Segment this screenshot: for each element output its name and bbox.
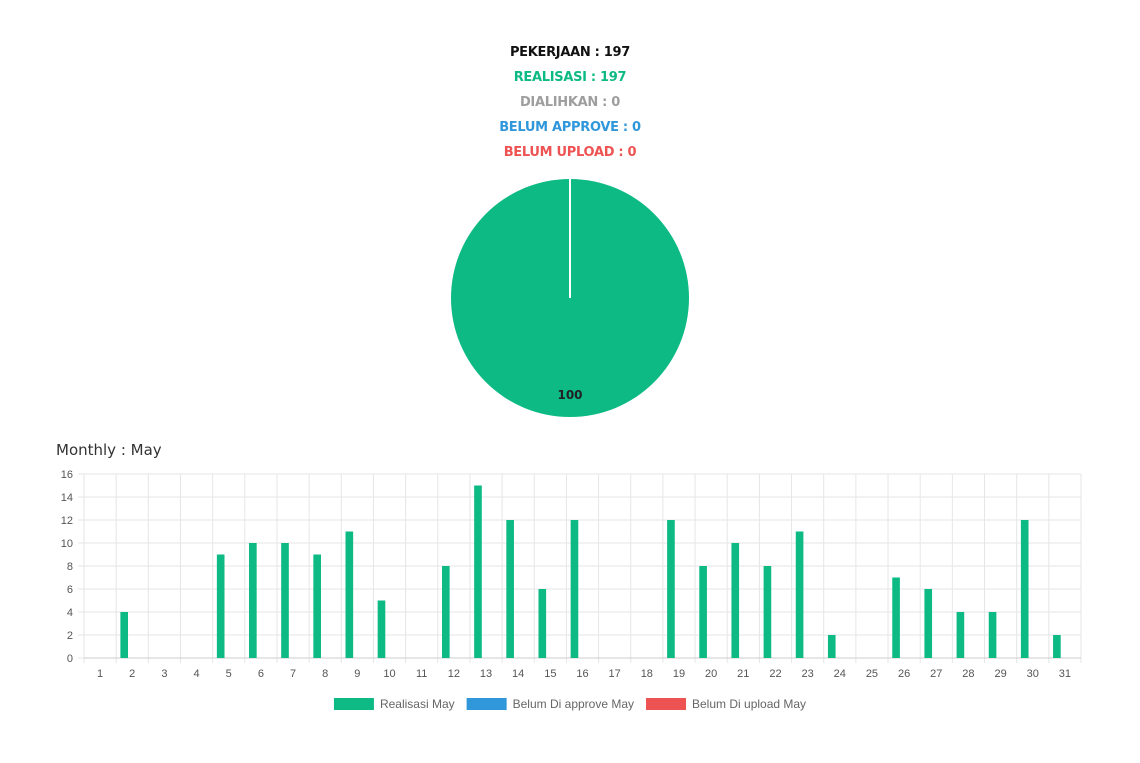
bar[interactable] bbox=[474, 485, 482, 659]
bar[interactable] bbox=[795, 531, 804, 659]
x-tick-label: 22 bbox=[769, 668, 781, 680]
y-tick-label: 0 bbox=[67, 653, 73, 665]
pekerjaan-total: PEKERJAAN : 197 bbox=[509, 45, 631, 60]
bar[interactable] bbox=[313, 554, 321, 659]
y-tick-label: 2 bbox=[67, 630, 73, 642]
y-tick-label: 10 bbox=[61, 538, 73, 550]
belum-upload-total: BELUM UPLOAD : 0 bbox=[503, 145, 637, 160]
x-tick-label: 7 bbox=[290, 668, 296, 680]
x-tick-label: 31 bbox=[1059, 668, 1071, 680]
belum-approve-total: BELUM APPROVE : 0 bbox=[499, 120, 641, 135]
x-tick-label: 15 bbox=[544, 668, 556, 680]
bar[interactable] bbox=[345, 531, 354, 659]
bar[interactable] bbox=[956, 612, 965, 658]
x-tick-label: 24 bbox=[834, 668, 846, 680]
bar[interactable] bbox=[827, 635, 836, 658]
x-tick-label: 12 bbox=[448, 668, 460, 680]
dialihkan-total: DIALIHKAN : 0 bbox=[519, 95, 621, 110]
y-tick-label: 8 bbox=[67, 561, 73, 573]
y-tick-label: 14 bbox=[61, 492, 73, 504]
bar[interactable] bbox=[249, 543, 257, 658]
legend-swatch[interactable] bbox=[333, 698, 374, 710]
x-tick-label: 11 bbox=[416, 668, 427, 680]
x-tick-label: 9 bbox=[354, 668, 360, 680]
bar[interactable] bbox=[506, 520, 514, 658]
pie-chart: 100 bbox=[451, 179, 689, 417]
x-tick-label: 13 bbox=[480, 668, 492, 680]
bar[interactable] bbox=[538, 589, 547, 658]
x-tick-label: 2 bbox=[129, 668, 135, 680]
bar[interactable] bbox=[892, 577, 900, 659]
bar[interactable] bbox=[216, 554, 225, 659]
y-tick-label: 12 bbox=[61, 515, 73, 527]
x-tick-label: 28 bbox=[962, 668, 974, 680]
bar[interactable] bbox=[441, 566, 450, 658]
bar[interactable] bbox=[120, 612, 129, 658]
x-tick-label: 20 bbox=[705, 668, 717, 680]
x-tick-label: 16 bbox=[576, 668, 588, 680]
bar[interactable] bbox=[924, 589, 933, 658]
bar[interactable] bbox=[763, 566, 772, 658]
x-tick-label: 6 bbox=[258, 668, 264, 680]
x-tick-label: 3 bbox=[161, 668, 167, 680]
x-tick-label: 26 bbox=[898, 668, 910, 680]
legend-label[interactable]: Belum Di upload May bbox=[692, 697, 806, 711]
x-tick-label: 25 bbox=[866, 668, 878, 680]
x-tick-label: 8 bbox=[322, 668, 328, 680]
legend-label[interactable]: Realisasi May bbox=[380, 697, 455, 711]
x-tick-label: 4 bbox=[194, 668, 200, 680]
x-tick-label: 19 bbox=[673, 668, 685, 680]
x-tick-label: 29 bbox=[994, 668, 1006, 680]
x-tick-label: 21 bbox=[737, 668, 749, 680]
y-tick-label: 4 bbox=[67, 607, 73, 619]
x-tick-label: 27 bbox=[930, 668, 942, 680]
bar[interactable] bbox=[377, 600, 386, 659]
legend-swatch[interactable] bbox=[646, 698, 687, 710]
y-tick-label: 6 bbox=[67, 584, 73, 596]
pie-data-label: 100 bbox=[557, 388, 582, 402]
bar[interactable] bbox=[731, 543, 740, 658]
legend-swatch[interactable] bbox=[466, 698, 507, 710]
bar[interactable] bbox=[570, 520, 579, 658]
legend-label[interactable]: Belum Di approve May bbox=[513, 697, 634, 711]
x-tick-label: 23 bbox=[802, 668, 814, 680]
x-tick-label: 17 bbox=[609, 668, 621, 680]
x-tick-label: 10 bbox=[383, 668, 395, 680]
x-tick-label: 18 bbox=[641, 668, 653, 680]
x-tick-label: 30 bbox=[1027, 668, 1039, 680]
bar[interactable] bbox=[1020, 520, 1029, 658]
y-tick-label: 16 bbox=[61, 469, 73, 481]
summary-panel: PEKERJAAN : 197 REALISASI : 197 DIALIHKA… bbox=[0, 40, 1140, 165]
monthly-title: Monthly : May bbox=[56, 441, 162, 459]
bar[interactable] bbox=[699, 566, 707, 658]
x-tick-label: 14 bbox=[512, 668, 524, 680]
x-tick-label: 5 bbox=[226, 668, 232, 680]
bar[interactable] bbox=[1053, 635, 1061, 658]
bar[interactable] bbox=[667, 520, 675, 658]
bar[interactable] bbox=[988, 612, 997, 658]
x-tick-label: 1 bbox=[97, 668, 103, 680]
bar[interactable] bbox=[281, 543, 289, 658]
realisasi-total: REALISASI : 197 bbox=[513, 70, 627, 85]
